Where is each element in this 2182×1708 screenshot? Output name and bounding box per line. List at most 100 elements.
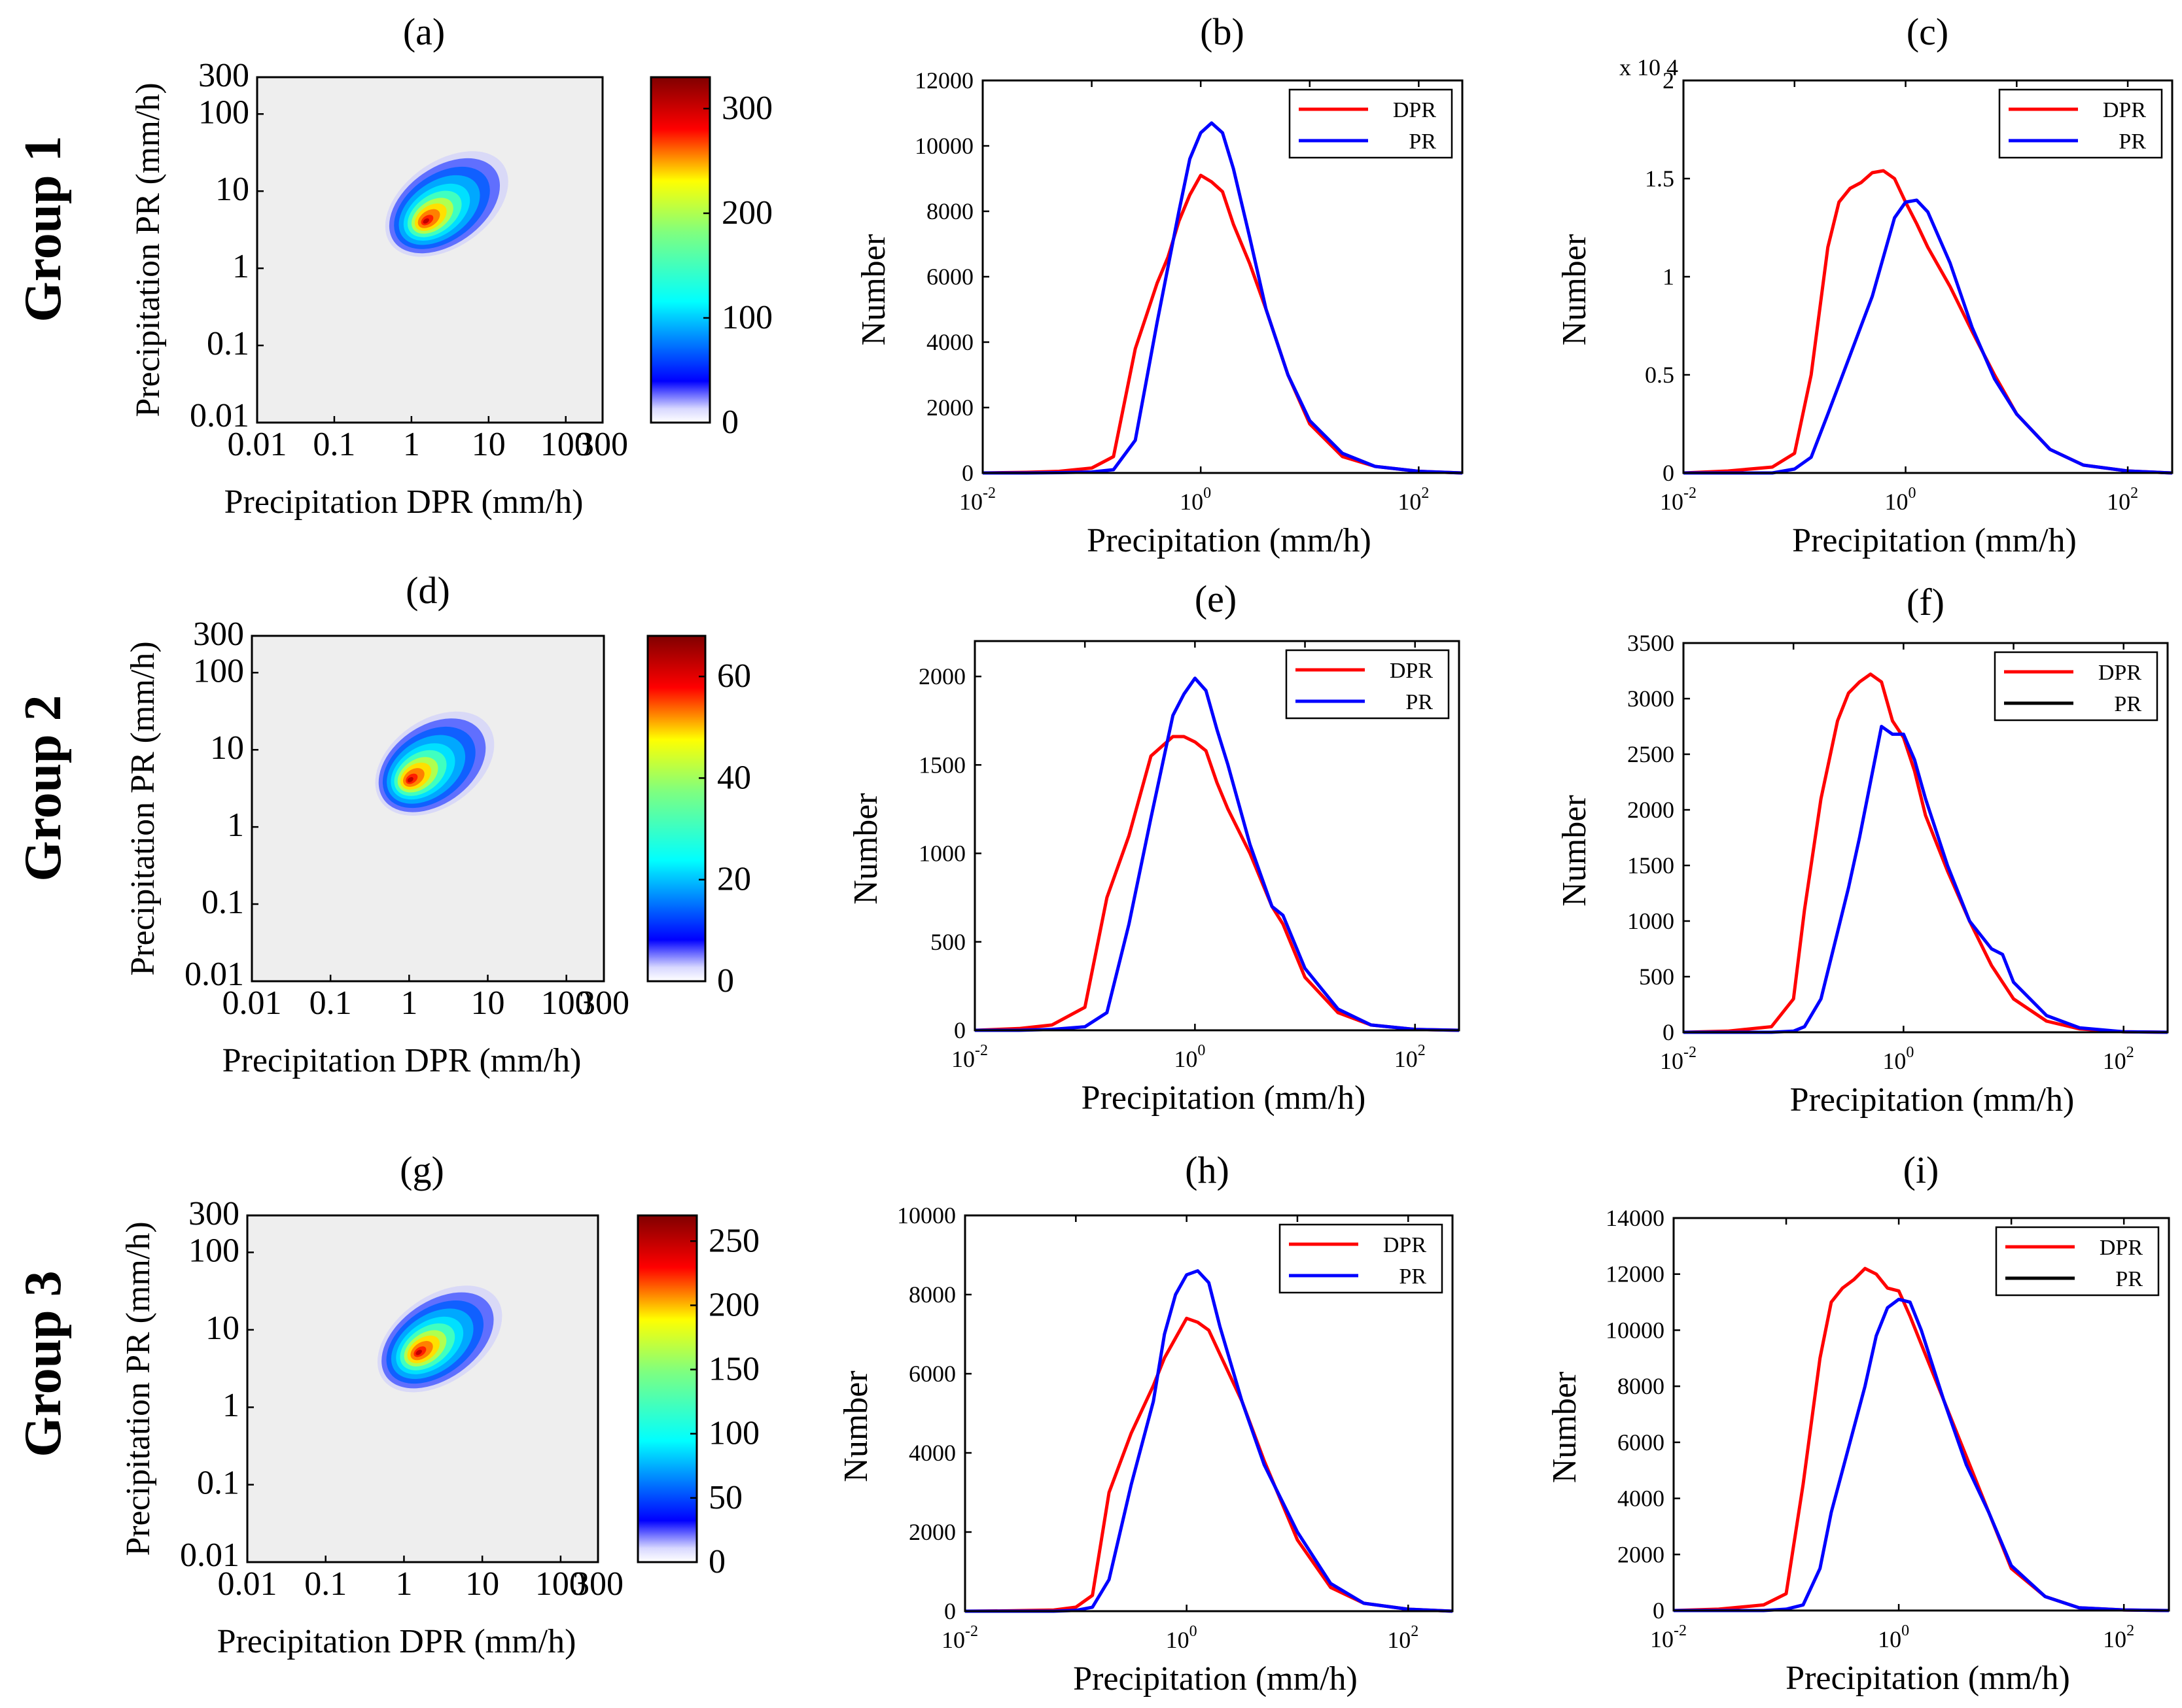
- y-axis-title: Precipitation PR (mm/h): [130, 82, 167, 417]
- legend-box: [1278, 1223, 1443, 1294]
- y-tick-label: 10: [205, 1310, 239, 1347]
- colorbar-gradient: [651, 77, 710, 423]
- x-tick-label: 10-2: [959, 485, 996, 515]
- colorbar-tick-label: 100: [709, 1415, 760, 1452]
- legend-label-pr: PR: [2114, 692, 2141, 716]
- legend-label-pr: PR: [1399, 1264, 1426, 1289]
- y-tick-label: 12000: [915, 67, 974, 94]
- density-bin-level-10: [423, 218, 429, 224]
- y-tick-label: 2000: [926, 394, 974, 421]
- axes-frame: [251, 635, 605, 983]
- legend-box: [1994, 651, 2158, 722]
- y-tick-label: 500: [1639, 964, 1674, 990]
- colorbar-tick-label: 100: [722, 299, 773, 336]
- x-axis-title: Precipitation (mm/h): [1786, 1660, 2070, 1697]
- legend-label-pr: PR: [1409, 130, 1436, 154]
- density-bin-level-10: [407, 776, 414, 782]
- colorbar-frame: [646, 635, 707, 983]
- colorbar-tick-label: 250: [709, 1222, 760, 1259]
- y-tick-label: 0: [944, 1598, 956, 1624]
- x-tick-label: 102: [1398, 485, 1429, 515]
- y-tick-label: 1: [232, 248, 249, 285]
- series-line-dpr: [974, 735, 1460, 1032]
- y-tick-label: 2000: [909, 1519, 956, 1545]
- colorbar-tick-label: 150: [709, 1351, 760, 1388]
- group-label-3: Group 3: [14, 1270, 72, 1457]
- y-tick-label: 8000: [926, 198, 974, 224]
- series-line-pr: [1674, 1297, 2170, 1612]
- y-tick-label: 0.5: [1645, 362, 1674, 388]
- colorbar-tick-label: 0: [709, 1543, 726, 1580]
- y-tick-label: 4000: [1617, 1486, 1664, 1512]
- heatmap-density: [375, 711, 495, 816]
- x-tick-label: 102: [2107, 485, 2138, 515]
- panel-title: (f): [1907, 581, 1944, 623]
- legend-label-pr: PR: [2119, 130, 2146, 154]
- x-tick-label: 0.1: [309, 985, 352, 1022]
- axes-frame: [1682, 642, 2169, 1034]
- legend-box: [1995, 1226, 2160, 1297]
- y-tick-label: 8000: [909, 1281, 956, 1308]
- legend-box: [1288, 88, 1453, 159]
- y-tick-label: 1000: [919, 841, 966, 867]
- group-label-1: Group 1: [14, 135, 72, 322]
- x-axis-title: Precipitation DPR (mm/h): [222, 1042, 582, 1079]
- colorbar-tick-label: 0: [717, 962, 734, 1000]
- panel-e: (e) 0 500 1000 1500 2000 10-2 100 102 Precipitati…: [847, 578, 1460, 1117]
- colorbar-tick-label: 200: [722, 194, 773, 232]
- x-tick-label: 300: [577, 426, 628, 463]
- legend-label-dpr: DPR: [2103, 98, 2146, 122]
- x-tick-label: 10-2: [941, 1623, 978, 1653]
- panel-title: (e): [1195, 578, 1237, 620]
- y-tick-label: 300: [188, 1195, 239, 1232]
- y-tick-label: 300: [193, 616, 244, 653]
- colorbar-tick-label: 60: [717, 657, 751, 695]
- y-tick-label: 1: [222, 1387, 239, 1424]
- x-tick-label: 0.1: [304, 1565, 347, 1603]
- x-tick-label: 100: [540, 426, 591, 463]
- x-tick-label: 0.01: [228, 426, 287, 463]
- y-axis-title: Precipitation PR (mm/h): [120, 1221, 157, 1556]
- x-axis-title: Precipitation (mm/h): [1073, 1660, 1358, 1698]
- legend-label-pr: PR: [1405, 690, 1433, 714]
- legend-label-dpr: DPR: [2100, 1236, 2143, 1260]
- x-tick-label: 10: [470, 985, 504, 1022]
- x-tick-label: 102: [2103, 1622, 2134, 1652]
- y-tick-label: 0: [954, 1017, 966, 1043]
- panel-title: (b): [1200, 10, 1244, 53]
- x-tick-label: 102: [2103, 1044, 2134, 1074]
- y-tick-label: 100: [188, 1232, 239, 1269]
- y-tick-label: 10: [215, 171, 249, 208]
- x-axis-title: Precipitation DPR (mm/h): [217, 1623, 576, 1660]
- legend-label-dpr: DPR: [2098, 661, 2141, 685]
- colorbar-tick-label: 50: [709, 1479, 743, 1516]
- panel-title: (h): [1185, 1149, 1229, 1191]
- y-tick-label: 1000: [1627, 908, 1674, 934]
- colorbar-tick-label: 200: [709, 1286, 760, 1323]
- x-tick-label: 1: [403, 426, 420, 463]
- y-tick-label: 1500: [1627, 852, 1674, 879]
- x-tick-label: 100: [541, 985, 592, 1022]
- panel-d: (d)0.01 0.1 1 10 1003000.010.1110100300Preci…: [124, 569, 751, 1079]
- series-line-dpr: [964, 1316, 1453, 1613]
- colorbar-gradient: [638, 1215, 697, 1562]
- y-tick-label: 3500: [1627, 630, 1674, 656]
- panel-g: (g)0.01 0.1 1 10 1003000.010.1110100300Preci…: [120, 1149, 760, 1660]
- y-tick-label: 0.1: [202, 884, 244, 921]
- panel-h: (h) 0 2000 4000 6000 8000 10000 10-2 100 102 Preci…: [837, 1149, 1454, 1698]
- series-line-pr: [983, 121, 1463, 475]
- x-tick-label: 300: [578, 985, 629, 1022]
- y-tick-label: 2000: [1627, 797, 1674, 823]
- x-tick-label: 0.01: [218, 1565, 277, 1603]
- y-tick-label: 0: [1653, 1597, 1664, 1624]
- y-tick-label: 6000: [909, 1361, 956, 1387]
- legend-label-dpr: DPR: [1393, 98, 1436, 122]
- group-label-2: Group 2: [14, 695, 72, 881]
- x-tick-label: 1: [395, 1565, 412, 1603]
- legend: DPR PR: [1285, 649, 1450, 720]
- legend: DPR PR: [1998, 88, 2163, 159]
- y-tick-label: 10000: [1606, 1317, 1664, 1343]
- colorbar-tick-label: 40: [717, 759, 751, 796]
- y-tick-label: 100: [198, 94, 249, 131]
- y-axis-title: Number: [847, 793, 885, 904]
